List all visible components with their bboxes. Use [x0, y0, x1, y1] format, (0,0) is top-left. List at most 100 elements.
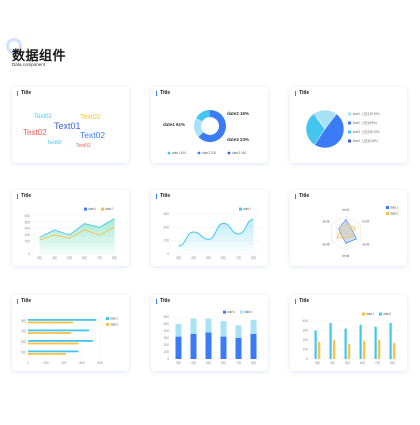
x-tick-label: 7月 [236, 256, 241, 260]
y-tick-label: 7月 [21, 330, 26, 334]
y-tick-label: 200 [25, 239, 31, 243]
bar-date1 [28, 340, 93, 342]
x-tick-label: 5月 [67, 256, 72, 260]
hbar-chart-card[interactable]: Title 0 200 400 600 800 8月 7月 6月 5月 date1 date2 [12, 295, 129, 371]
card-title: Title [17, 299, 31, 304]
y-tick-label: 8月 [21, 319, 26, 323]
legend-swatch [386, 206, 389, 209]
svg-text:date1 61%: date1 61% [163, 122, 185, 127]
donut-legend-name: date1 [172, 151, 180, 155]
x-tick-label: 200 [43, 361, 49, 365]
pie-legend-pct: （占比0.8%） [360, 138, 380, 143]
wordcloud-card[interactable]: Title Text02 Text02 Text02 Text01 Text02… [12, 87, 129, 163]
bar-date2 [28, 342, 79, 345]
y-tick-label: 300 [25, 233, 31, 237]
bar-date1 [190, 333, 197, 359]
grouped-bar-card[interactable]: Title 0 100 200 300 400 3月 4月 5月 6月 7月 8月 date1 date… [290, 295, 407, 371]
bar-date2 [235, 325, 242, 338]
radar-label-text3: text3 [362, 243, 369, 247]
bar-date1 [389, 322, 392, 359]
bar-date1 [359, 324, 362, 359]
y-tick-label: 400 [25, 227, 31, 231]
y-tick-label: 200 [164, 239, 170, 243]
svg-text:text3（占比30.3%）: text3（占比30.3%） [353, 129, 382, 134]
x-tick-label: 400 [61, 361, 67, 365]
word-text01: Text01 [54, 121, 81, 131]
radar-label-text5: text5 [323, 243, 330, 247]
y-tick-label: 0 [28, 252, 30, 256]
pie-slice-text3 [305, 113, 326, 146]
legend-label: date1 [366, 312, 374, 316]
x-tick-label: 6月 [360, 361, 365, 365]
area-fill [39, 218, 115, 254]
bar-date2 [250, 319, 257, 334]
word-text02-b: Text02 [80, 114, 101, 121]
bar-date2 [393, 342, 396, 359]
radar-chart-card[interactable]: Title text1 text2 text3 text4 text5 text6 date… [290, 190, 407, 266]
donut-legend-value: 200 [211, 151, 217, 155]
y-tick-label: 300 [164, 336, 170, 340]
y-tick-label: 0 [306, 357, 308, 361]
x-tick-label: 5月 [206, 256, 211, 260]
bar-date1 [175, 336, 182, 359]
svg-text:date2 16%: date2 16% [227, 111, 249, 116]
svg-text:text1（占比19.9%）: text1（占比19.9%） [353, 111, 382, 116]
donut-legend-name: date2 [202, 151, 210, 155]
svg-text:text2（占比49%）: text2（占比49%） [353, 120, 379, 125]
legend-swatch [106, 317, 109, 320]
page-subtitle: Data component [12, 62, 46, 67]
series-line-date1 [39, 218, 115, 238]
x-tick-label: 3月 [176, 361, 181, 365]
x-tick-label: 4月 [191, 361, 196, 365]
donut-card[interactable]: Title date1 61% date2 16% date3 23% date… [151, 87, 268, 163]
word-text02-d: Text02 [80, 130, 106, 140]
y-tick-label: 0 [167, 357, 169, 361]
bar-date1 [28, 329, 90, 332]
x-tick-label: 7月 [236, 361, 241, 365]
legend-label: date1 [243, 207, 251, 211]
word-text02-e: Text02 [47, 140, 62, 146]
donut-legend-value: 160 [241, 151, 247, 155]
x-tick-label: 6月 [221, 361, 226, 365]
pie-card[interactable]: Title text1（占比19.9%） text2（占比49%） text3（… [290, 87, 407, 163]
x-tick-label: 8月 [251, 361, 256, 365]
x-tick-label: 4月 [52, 256, 57, 260]
bar-date1 [329, 322, 332, 359]
donut-label-date2: date2 [227, 111, 239, 116]
y-tick-label: 400 [164, 225, 170, 229]
line-chart: 0 200 400 600 3月 4月 5月 6月 7月 8月 date1 [164, 207, 261, 260]
legend-swatch [240, 310, 243, 314]
y-tick-label: 500 [164, 322, 170, 326]
area-chart-card[interactable]: Title 0 200 300 400 500 600 3月 4月 5月 6月 7月 8月 date1 d… [12, 190, 129, 266]
legend-swatch [386, 212, 389, 215]
bar-date2 [378, 340, 381, 359]
radar-label-text6: text6 [323, 220, 330, 224]
legend-label: date2 [383, 312, 391, 316]
bar-date2 [363, 340, 366, 359]
legend-swatch [101, 207, 104, 211]
donut-legend-name: date3 [232, 151, 240, 155]
y-tick-label: 6月 [21, 340, 26, 344]
line-chart-card[interactable]: Title 0 200 400 600 3月 4月 5月 6月 7月 8月 date1 [151, 190, 268, 266]
radar-chart: text1 text2 text3 text4 text5 text6 date1 date2 [323, 206, 399, 258]
card-title: Title [17, 194, 31, 199]
bar-date2 [318, 341, 321, 359]
legend-label: date1 [390, 206, 398, 210]
radar-series-date2 [336, 223, 356, 239]
hbar-chart: 0 200 400 600 800 8月 7月 6月 5月 date1 date2 [21, 317, 118, 365]
x-tick-label: 7月 [375, 361, 380, 365]
legend-label: date2 [110, 323, 118, 327]
radar-axis [345, 224, 361, 234]
x-tick-label: 600 [79, 361, 85, 365]
y-tick-label: 300 [303, 329, 309, 333]
bar-date2 [348, 343, 351, 359]
bar-date1 [374, 326, 377, 359]
pie-legend-name: text1 [353, 112, 360, 116]
svg-text:date3 160: date3 160 [232, 151, 246, 155]
x-tick-label: 5月 [206, 361, 211, 365]
bar-date2 [28, 332, 72, 334]
donut-slice-date1 [198, 110, 226, 142]
stacked-bar-card[interactable]: Title 0 100 200 300 400 500 600 3月 4月 5月 6月 7月 8月 dat… [151, 295, 268, 371]
x-tick-label: 8月 [112, 256, 117, 260]
stacked-bar-chart: 0 100 200 300 400 500 600 3月 4月 5月 6月 7月 8月 date1 date… [164, 310, 261, 365]
